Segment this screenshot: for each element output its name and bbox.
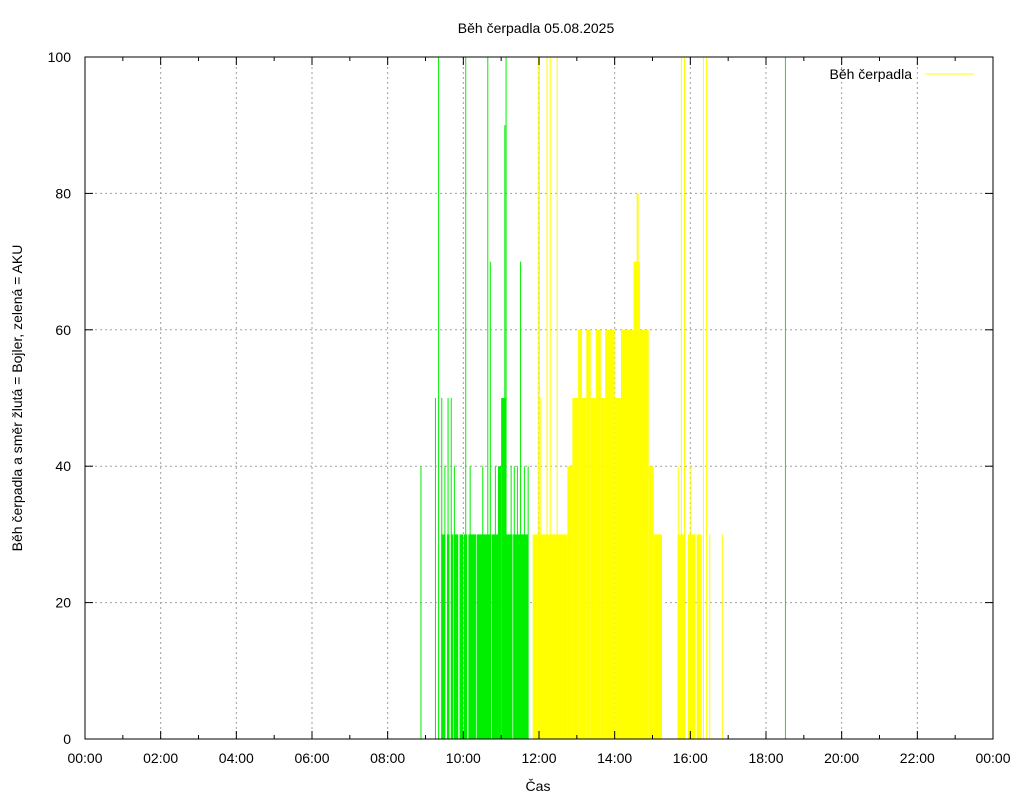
y-axis-label: Běh čerpadla a směr žlutá = Bojler, zele… — [9, 245, 25, 552]
bar-block-aku — [441, 534, 446, 739]
legend-label: Běh čerpadla — [829, 66, 912, 82]
bar-block-bojler — [578, 329, 582, 739]
bar-block-bojler — [696, 534, 702, 739]
bar-block-bojler — [572, 398, 579, 739]
bar-block-bojler — [636, 193, 639, 739]
axis-ticks: 00:00 02:00 04:00 06:00 08:00 10:00 12:00 14:00… — [48, 49, 1011, 766]
bar-block-aku — [459, 534, 464, 739]
y-tick-label: 60 — [55, 322, 71, 338]
x-tick-label: 02:00 — [143, 750, 178, 766]
bar-block-bojler — [548, 534, 568, 739]
x-tick-label: 00:00 — [975, 750, 1010, 766]
x-tick-label: 18:00 — [748, 750, 783, 766]
bar-block-aku — [451, 534, 454, 739]
x-tick-label: 12:00 — [521, 750, 556, 766]
series-bojler — [532, 57, 723, 739]
x-tick-label: 08:00 — [370, 750, 405, 766]
x-tick-label: 22:00 — [900, 750, 935, 766]
bar-block-bojler — [620, 329, 634, 739]
bar-block-aku — [501, 398, 507, 739]
bar-block-bojler — [586, 329, 591, 739]
bar-block-bojler — [590, 398, 596, 739]
y-tick-label: 40 — [55, 458, 71, 474]
y-tick-label: 100 — [48, 49, 72, 65]
bar-block-bojler — [639, 329, 649, 739]
legend: Běh čerpadla — [829, 66, 974, 82]
x-axis-label: Čas — [526, 778, 551, 794]
bar-block-bojler — [581, 398, 587, 739]
y-tick-label: 80 — [55, 185, 71, 201]
y-tick-label: 20 — [55, 595, 71, 611]
bar-block-bojler — [687, 534, 696, 739]
y-tick-label: 0 — [63, 731, 71, 747]
chart-title: Běh čerpadla 05.08.2025 — [458, 20, 615, 36]
x-tick-label: 06:00 — [294, 750, 329, 766]
bar-block-aku — [506, 534, 513, 739]
x-tick-label: 04:00 — [219, 750, 254, 766]
bar-block-bojler — [595, 329, 601, 739]
x-tick-label: 20:00 — [824, 750, 859, 766]
bar-block-aku — [468, 534, 476, 739]
series-aku — [420, 57, 786, 739]
x-tick-label: 10:00 — [446, 750, 481, 766]
bar-block-aku — [454, 534, 459, 739]
x-tick-label: 14:00 — [597, 750, 632, 766]
x-tick-label: 00:00 — [67, 750, 102, 766]
bar-block-bojler — [600, 398, 606, 739]
bar-block-aku — [504, 125, 506, 739]
bar-block-bojler — [605, 329, 615, 739]
bar-block-aku — [476, 534, 492, 739]
x-tick-label: 16:00 — [673, 750, 708, 766]
bar-block-bojler — [567, 466, 573, 739]
bar-block-bojler — [653, 534, 662, 739]
bar-block-bojler — [614, 398, 621, 739]
bar-block-bojler — [648, 466, 654, 739]
